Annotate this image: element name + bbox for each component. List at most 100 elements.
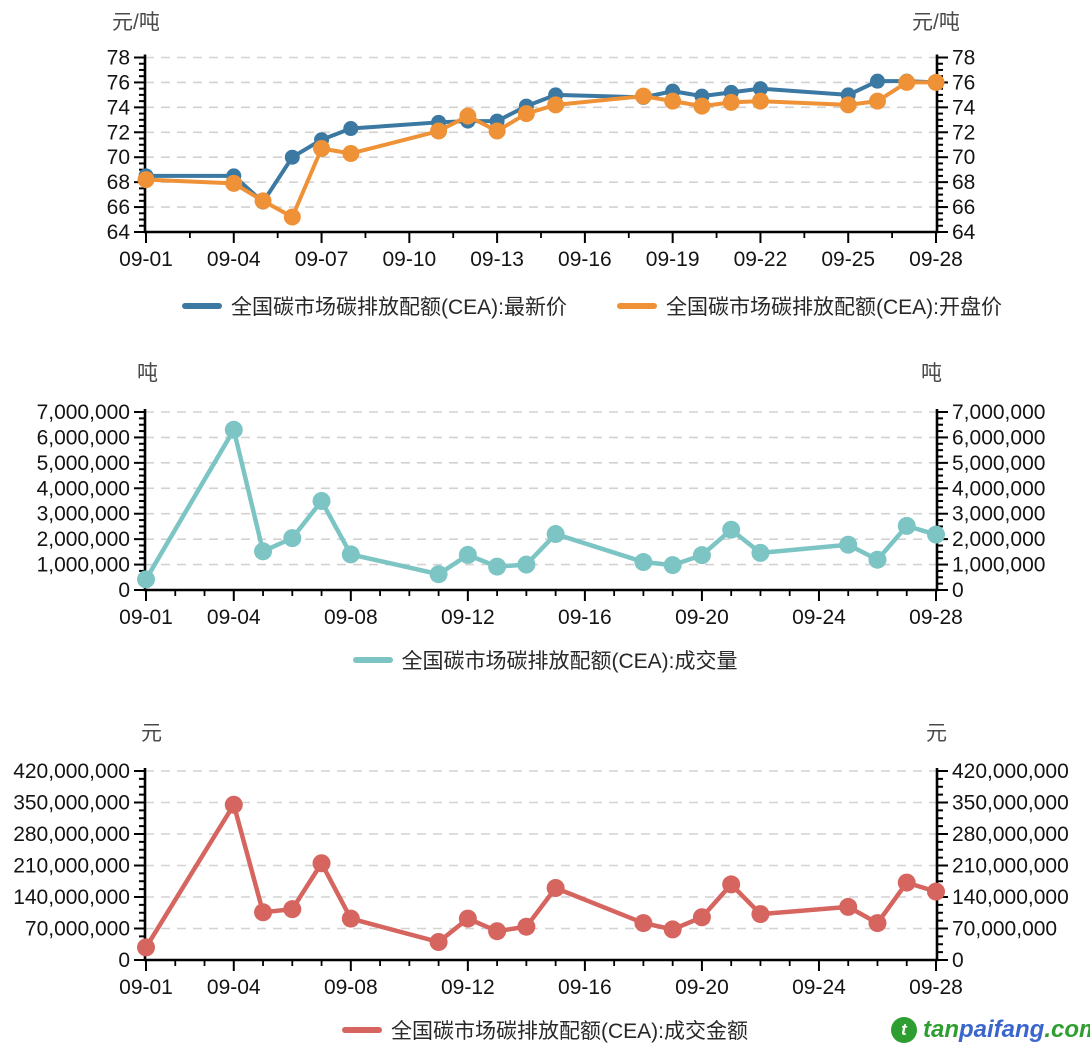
data-point (546, 525, 565, 544)
data-point (898, 73, 916, 91)
y-tick-label: 4,000,000 (37, 477, 130, 500)
y-tick-label: 70,000,000 (25, 918, 130, 941)
amount-chart-legend: 全国碳市场碳排放配额(CEA):成交金额 (0, 1015, 1090, 1045)
legend-item-amount: 全国碳市场碳排放配额(CEA):成交金额 (342, 1015, 748, 1045)
x-tick-label: 09-04 (207, 976, 261, 999)
data-point (283, 900, 302, 919)
amount-label: 全国碳市场碳排放配额(CEA):成交金额 (391, 1020, 748, 1043)
y-tick-label: 2,000,000 (37, 528, 130, 551)
data-point (663, 920, 682, 939)
data-point (429, 565, 448, 584)
x-tick-label: 09-28 (909, 976, 963, 999)
x-tick-label: 09-20 (675, 976, 729, 999)
y-tick-label: 68 (107, 171, 130, 194)
x-tick-label: 09-04 (207, 248, 261, 271)
y-tick-label: 74 (952, 96, 976, 119)
y-tick-label: 78 (952, 47, 975, 70)
x-tick-label: 09-04 (207, 606, 261, 629)
x-tick-label: 09-10 (382, 248, 436, 271)
data-point (341, 909, 360, 928)
y-tick-label: 1,000,000 (952, 554, 1045, 577)
x-tick-label: 09-12 (441, 976, 495, 999)
volume-swatch (352, 657, 393, 663)
data-point (283, 529, 302, 548)
data-point (429, 933, 448, 951)
volume-unit-label-right: 吨 (921, 362, 942, 385)
data-point (722, 875, 741, 894)
data-point (751, 905, 770, 924)
data-point (927, 73, 945, 91)
y-tick-label: 70,000,000 (952, 918, 1057, 941)
x-tick-label: 09-12 (441, 606, 495, 629)
data-point (868, 550, 887, 569)
x-tick-label: 09-20 (675, 606, 729, 629)
data-point (868, 914, 887, 933)
data-point (927, 525, 945, 544)
y-tick-label: 78 (107, 47, 130, 70)
data-point (692, 908, 711, 927)
data-point (343, 121, 359, 137)
legend-item-open-price: 全国碳市场碳排放配额(CEA):开盘价 (617, 291, 1002, 321)
x-tick-label: 09-07 (295, 248, 349, 271)
price-unit-label-right: 元/吨 (912, 11, 960, 34)
price-unit-label-left: 元/吨 (112, 11, 160, 34)
data-point (459, 107, 477, 125)
data-point (254, 192, 272, 210)
data-point (868, 92, 886, 110)
y-tick-label: 350,000,000 (13, 792, 130, 815)
y-tick-label: 72 (107, 121, 130, 144)
y-tick-label: 350,000,000 (952, 792, 1069, 815)
y-tick-label: 7,000,000 (37, 401, 130, 424)
tanpaifang-watermark: t tanpaifang.com (891, 1016, 1090, 1044)
y-tick-label: 66 (107, 196, 130, 219)
series-line (144, 79, 938, 205)
x-tick-label: 09-28 (909, 248, 963, 271)
x-tick-label: 09-01 (119, 248, 173, 271)
x-tick-label: 09-24 (792, 976, 846, 999)
x-tick-label: 09-01 (119, 606, 173, 629)
y-tick-label: 76 (952, 71, 975, 94)
data-point (137, 938, 155, 957)
data-point (897, 516, 916, 535)
amount-unit-label-right: 元 (926, 722, 947, 745)
y-tick-label: 280,000,000 (952, 823, 1069, 846)
y-tick-label: 66 (952, 196, 975, 219)
y-tick-label: 6,000,000 (37, 426, 130, 449)
data-point (839, 96, 857, 114)
x-tick-label: 09-16 (558, 606, 612, 629)
data-point (663, 556, 682, 575)
x-tick-label: 09-08 (324, 606, 378, 629)
series-line (144, 80, 938, 220)
data-point (869, 73, 885, 89)
data-point (341, 545, 360, 564)
legend-item-latest-price: 全国碳市场碳排放配额(CEA):最新价 (182, 291, 567, 321)
data-point (313, 139, 331, 157)
y-tick-label: 210,000,000 (952, 855, 1069, 878)
data-point (254, 903, 273, 922)
y-tick-label: 1,000,000 (37, 554, 130, 577)
y-tick-label: 3,000,000 (952, 503, 1045, 526)
y-tick-label: 0 (952, 949, 964, 972)
y-tick-label: 210,000,000 (13, 855, 130, 878)
data-point (283, 208, 301, 226)
data-point (225, 174, 243, 192)
watermark-text: tanpaifang.com (923, 1016, 1090, 1044)
data-point (517, 105, 535, 123)
y-tick-label: 5,000,000 (952, 452, 1045, 475)
data-point (254, 542, 273, 561)
data-point (488, 557, 507, 576)
legend-item-volume: 全国碳市场碳排放配额(CEA):成交量 (352, 645, 738, 675)
x-tick-label: 09-28 (909, 606, 963, 629)
y-tick-label: 140,000,000 (952, 886, 1069, 909)
y-tick-label: 68 (952, 171, 975, 194)
series-line (143, 802, 939, 950)
y-tick-label: 70 (107, 146, 130, 169)
open-price-swatch (617, 303, 657, 309)
y-tick-label: 6,000,000 (952, 426, 1045, 449)
data-point (664, 92, 682, 110)
y-tick-label: 7,000,000 (952, 401, 1045, 424)
x-tick-label: 09-16 (558, 248, 612, 271)
latest-price-swatch (182, 303, 222, 309)
data-point (546, 879, 565, 897)
